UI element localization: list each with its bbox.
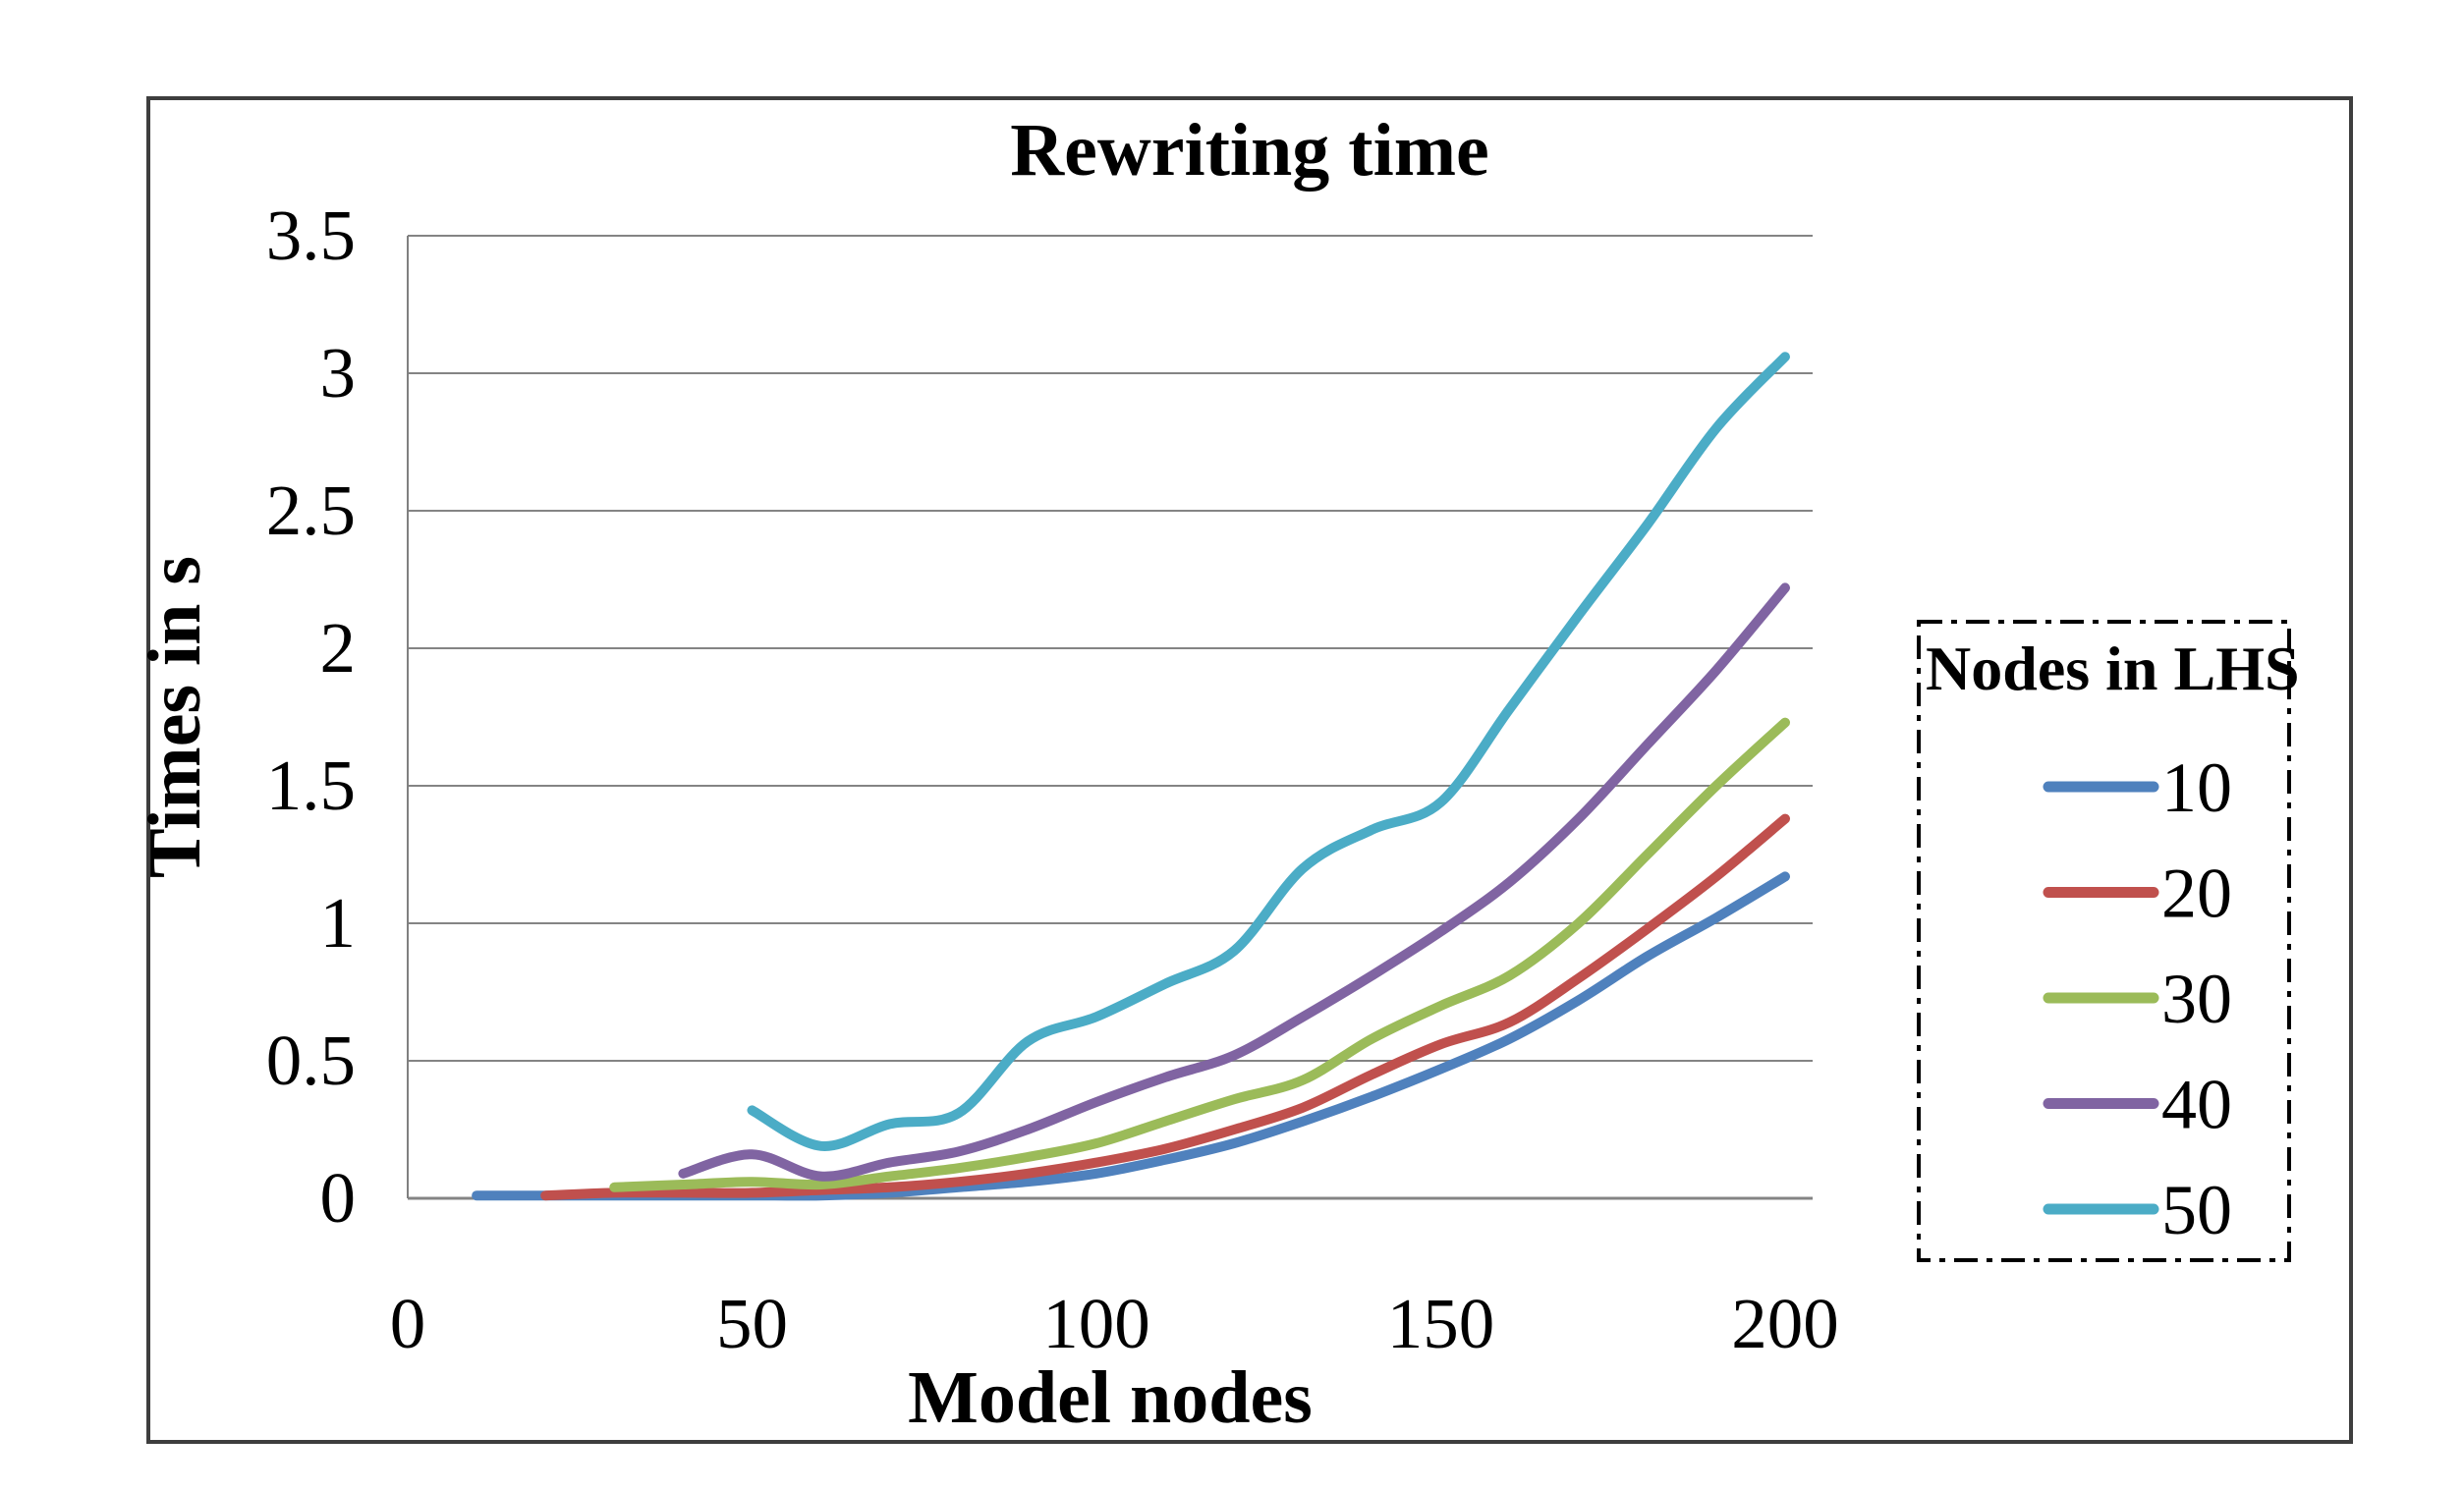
y-tick-0.5: 0.5 <box>266 1021 356 1100</box>
legend-label-50: 50 <box>2161 1171 2232 1249</box>
series-line-30 <box>609 717 1790 1192</box>
y-axis-tick-labels: 0 0.5 1 1.5 2 2.5 3 3.5 <box>266 195 356 1238</box>
y-tick-2.5: 2.5 <box>266 470 356 550</box>
legend-entry-30: 30 <box>2043 960 2232 1038</box>
series-line-40 <box>678 582 1790 1182</box>
chart-outer-border <box>146 96 2353 1444</box>
legend: Nodes in LHS 10 20 30 40 50 <box>1917 620 2300 1262</box>
gridlines <box>407 235 1813 1200</box>
chart-title: Rewriting time <box>1010 109 1489 192</box>
legend-entry-20: 20 <box>2043 855 2232 933</box>
series-line-20 <box>540 813 1790 1201</box>
y-tick-2: 2 <box>320 608 357 688</box>
legend-entry-50: 50 <box>2043 1171 2232 1249</box>
series-line-50 <box>747 352 1790 1151</box>
x-tick-200: 200 <box>1731 1284 1839 1363</box>
legend-title: Nodes in LHS <box>1926 634 2300 703</box>
y-tick-3: 3 <box>320 333 357 413</box>
x-axis-tick-labels: 0 50 100 150 200 <box>390 1284 1839 1363</box>
x-tick-100: 100 <box>1042 1284 1150 1363</box>
legend-label-20: 20 <box>2161 855 2232 933</box>
legend-entry-10: 10 <box>2043 748 2232 827</box>
y-tick-1.5: 1.5 <box>266 746 356 825</box>
y-tick-0: 0 <box>320 1158 357 1238</box>
x-axis-title: Model nodes <box>908 1356 1313 1439</box>
series-lines <box>472 352 1790 1201</box>
legend-border <box>1917 620 2291 1262</box>
x-tick-150: 150 <box>1387 1284 1495 1363</box>
x-tick-0: 0 <box>390 1284 426 1363</box>
y-tick-3.5: 3.5 <box>266 195 356 275</box>
y-tick-1: 1 <box>320 883 357 963</box>
legend-entries: 10 20 30 40 50 <box>2043 748 2232 1249</box>
x-tick-50: 50 <box>716 1284 788 1363</box>
legend-entry-40: 40 <box>2043 1066 2232 1144</box>
legend-label-10: 10 <box>2161 748 2232 827</box>
legend-label-30: 30 <box>2161 960 2232 1038</box>
series-line-10 <box>472 871 1790 1201</box>
y-axis-title: Times in s <box>134 556 216 878</box>
legend-label-40: 40 <box>2161 1066 2232 1144</box>
